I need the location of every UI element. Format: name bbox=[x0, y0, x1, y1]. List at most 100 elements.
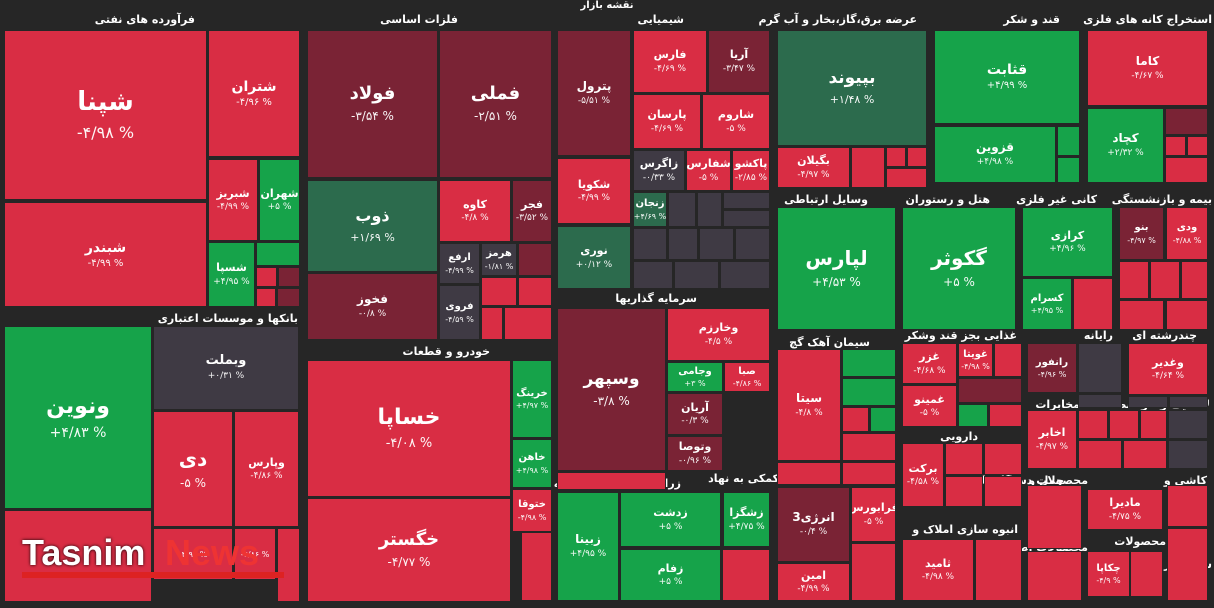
minor-stock-tile[interactable] bbox=[633, 228, 667, 260]
stock-tile[interactable]: کسرام +۴/۹۵ % bbox=[1022, 278, 1072, 330]
stock-tile[interactable]: خاهن +۴/۹۸ % bbox=[512, 439, 552, 488]
stock-tile[interactable]: شبندر -۴/۹۹ % bbox=[4, 202, 207, 307]
stock-tile[interactable]: فجر -۳/۵۲ % bbox=[512, 180, 552, 242]
stock-tile[interactable]: ونوین +۴/۸۳ % bbox=[4, 326, 152, 509]
stock-tile[interactable]: شسپا +۴/۹۵ % bbox=[208, 242, 255, 307]
stock-tile[interactable]: ارفع -۴/۹۹ % bbox=[439, 243, 480, 284]
stock-tile[interactable]: هرمز -۱/۸۱ % bbox=[481, 243, 517, 276]
stock-tile[interactable]: شکویا -۴/۹۹ % bbox=[557, 158, 631, 224]
stock-tile[interactable]: ختوقا -۴/۹۸ % bbox=[512, 489, 552, 532]
minor-stock-tile[interactable] bbox=[1057, 157, 1080, 183]
stock-tile[interactable]: صبا -۴/۸۶ % bbox=[724, 362, 770, 392]
stock-tile[interactable]: لپارس +۴/۵۳ % bbox=[777, 207, 896, 330]
stock-tile[interactable]: دی -۵ % bbox=[153, 411, 233, 527]
minor-stock-tile[interactable] bbox=[668, 228, 698, 260]
stock-tile[interactable]: گکوثر +۵ % bbox=[902, 207, 1016, 330]
stock-tile[interactable]: پترول -۵/۵۱ % bbox=[557, 30, 631, 156]
minor-stock-tile[interactable] bbox=[720, 261, 770, 289]
minor-stock-tile[interactable] bbox=[1078, 410, 1108, 439]
stock-tile[interactable]: غمینو -۵ % bbox=[902, 385, 957, 427]
minor-stock-tile[interactable] bbox=[1150, 261, 1180, 299]
stock-tile[interactable]: غزر -۴/۶۸ % bbox=[902, 343, 957, 384]
minor-stock-tile[interactable] bbox=[1167, 485, 1208, 527]
minor-stock-tile[interactable] bbox=[1128, 396, 1168, 408]
stock-tile[interactable]: -۴/۸۶ % bbox=[234, 528, 276, 580]
minor-stock-tile[interactable] bbox=[851, 543, 896, 601]
stock-tile[interactable]: ودی -۴/۸۸ % bbox=[1166, 207, 1208, 260]
minor-stock-tile[interactable] bbox=[699, 228, 734, 260]
stock-tile[interactable]: وجامی +۳ % bbox=[667, 362, 723, 392]
minor-stock-tile[interactable] bbox=[1078, 343, 1122, 393]
stock-tile[interactable]: برکت -۴/۵۸ % bbox=[902, 443, 944, 507]
stock-tile[interactable]: شاروم -۵ % bbox=[702, 94, 770, 149]
stock-tile[interactable]: پاکشو -۲/۸۵ % bbox=[732, 150, 770, 191]
stock-tile[interactable]: رانفور -۴/۹۶ % bbox=[1027, 343, 1077, 393]
minor-stock-tile[interactable] bbox=[1187, 136, 1208, 156]
stock-tile[interactable]: شبریز -۴/۹۹ % bbox=[208, 159, 258, 241]
minor-stock-tile[interactable] bbox=[958, 404, 988, 427]
minor-stock-tile[interactable] bbox=[723, 210, 770, 227]
minor-stock-tile[interactable] bbox=[984, 443, 1022, 475]
stock-tile[interactable]: وتوصا -۰/۹۶ % bbox=[667, 436, 723, 471]
minor-stock-tile[interactable] bbox=[1078, 394, 1122, 408]
minor-stock-tile[interactable] bbox=[277, 528, 300, 602]
minor-stock-tile[interactable] bbox=[1168, 440, 1208, 469]
stock-tile[interactable]: خرینگ +۴/۹۷ % bbox=[512, 360, 552, 438]
minor-stock-tile[interactable] bbox=[1078, 440, 1122, 469]
minor-stock-tile[interactable] bbox=[1181, 261, 1208, 299]
stock-tile[interactable]: خساپا -۴/۰۸ % bbox=[307, 360, 511, 497]
stock-tile[interactable]: چکاپا -۴/۹ % bbox=[1087, 551, 1130, 597]
minor-stock-tile[interactable] bbox=[958, 378, 1022, 403]
minor-stock-tile[interactable] bbox=[1057, 126, 1080, 156]
stock-tile[interactable]: بپیوند +۱/۴۸ % bbox=[777, 30, 927, 146]
minor-stock-tile[interactable] bbox=[842, 462, 896, 485]
stock-tile[interactable]: کاما -۴/۶۷ % bbox=[1087, 30, 1208, 106]
stock-tile[interactable]: امین -۴/۹۹ % bbox=[777, 563, 850, 601]
minor-stock-tile[interactable] bbox=[842, 407, 869, 432]
stock-tile[interactable]: انرژی3 -۰/۴ % bbox=[777, 487, 850, 562]
stock-tile[interactable]: وپارس -۴/۸۶ % bbox=[234, 411, 299, 527]
minor-stock-tile[interactable] bbox=[674, 261, 719, 289]
minor-stock-tile[interactable] bbox=[481, 307, 503, 340]
stock-tile[interactable]: سیتا -۴/۸ % bbox=[777, 349, 841, 461]
minor-stock-tile[interactable] bbox=[1165, 136, 1186, 156]
minor-stock-tile[interactable] bbox=[722, 549, 770, 601]
minor-stock-tile[interactable] bbox=[1027, 485, 1082, 549]
minor-stock-tile[interactable] bbox=[256, 242, 300, 266]
stock-tile[interactable]: آریان -۰/۳ % bbox=[667, 393, 723, 435]
minor-stock-tile[interactable] bbox=[278, 267, 300, 287]
stock-tile[interactable]: وغدیر -۴/۶۴ % bbox=[1128, 343, 1208, 395]
stock-tile[interactable]: کاوه -۴/۸ % bbox=[439, 180, 511, 242]
minor-stock-tile[interactable] bbox=[735, 228, 770, 260]
stock-tile[interactable]: زنجان +۴/۶۹ % bbox=[633, 192, 667, 227]
minor-stock-tile[interactable] bbox=[842, 349, 896, 377]
minor-stock-tile[interactable] bbox=[1119, 300, 1164, 330]
minor-stock-tile[interactable] bbox=[518, 277, 552, 306]
stock-tile[interactable]: شهران +۵ % bbox=[259, 159, 300, 241]
stock-tile[interactable]: زدشت +۵ % bbox=[620, 492, 721, 547]
stock-tile[interactable]: کرازی +۴/۹۶ % bbox=[1022, 207, 1113, 277]
minor-stock-tile[interactable] bbox=[1165, 157, 1208, 183]
stock-tile[interactable]: فروی -۴/۵۹ % bbox=[439, 285, 480, 340]
stock-tile[interactable]: زبینا +۴/۹۵ % bbox=[557, 492, 619, 601]
minor-stock-tile[interactable] bbox=[907, 147, 927, 167]
stock-tile[interactable]: بگیلان -۴/۹۷ % bbox=[777, 147, 850, 188]
stock-tile[interactable]: زفام +۵ % bbox=[620, 549, 721, 601]
stock-tile[interactable]: وبملت +۰/۳۱ % bbox=[153, 326, 299, 410]
minor-stock-tile[interactable] bbox=[1123, 440, 1167, 469]
stock-tile[interactable]: غویتا -۴/۹۸ % bbox=[958, 343, 993, 377]
minor-stock-tile[interactable] bbox=[1168, 410, 1208, 439]
minor-stock-tile[interactable] bbox=[521, 532, 552, 601]
stock-tile[interactable]: کچاد +۲/۳۲ % bbox=[1087, 108, 1164, 183]
minor-stock-tile[interactable] bbox=[723, 192, 770, 209]
minor-stock-tile[interactable] bbox=[842, 433, 896, 461]
minor-stock-tile[interactable] bbox=[633, 261, 673, 289]
stock-tile[interactable]: بنو -۴/۹۷ % bbox=[1119, 207, 1164, 260]
minor-stock-tile[interactable] bbox=[842, 378, 896, 406]
stock-tile[interactable]: ذوب +۱/۶۹ % bbox=[307, 180, 438, 272]
stock-tile[interactable]: پارسان -۴/۶۹ % bbox=[633, 94, 701, 149]
minor-stock-tile[interactable] bbox=[989, 404, 1022, 427]
minor-stock-tile[interactable] bbox=[945, 443, 983, 475]
minor-stock-tile[interactable] bbox=[945, 476, 983, 507]
minor-stock-tile[interactable] bbox=[1119, 261, 1149, 299]
